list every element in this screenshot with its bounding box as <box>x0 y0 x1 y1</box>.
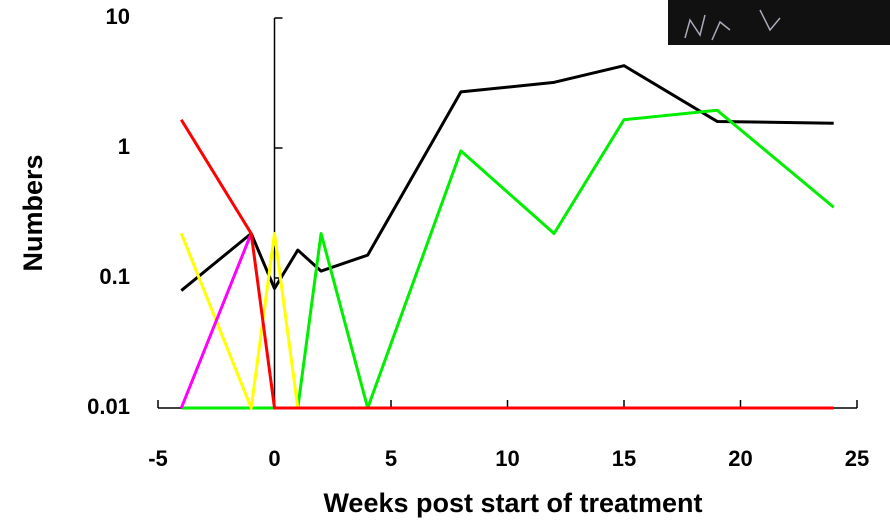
series-line <box>180 64 834 292</box>
x-tick-label: 15 <box>612 446 636 471</box>
x-tick-label: 25 <box>845 446 869 471</box>
x-tick-label: -5 <box>148 446 168 471</box>
series-line <box>181 108 835 410</box>
x-tick-label: 5 <box>385 446 397 471</box>
series-line <box>180 118 834 410</box>
x-tick-label: 0 <box>268 446 280 471</box>
y-tick-label: 1 <box>118 134 130 159</box>
x-axis-title: Weeks post start of treatment <box>323 488 702 518</box>
y-axis-title: Numbers <box>18 154 48 271</box>
inset-image-detail <box>684 9 781 41</box>
series-line <box>179 232 253 409</box>
inset-image <box>668 0 890 45</box>
y-tick-label: 10 <box>106 4 130 29</box>
y-tick-label: 0.1 <box>99 264 130 289</box>
x-tick-label: 20 <box>728 446 752 471</box>
y-tick-label: 0.01 <box>87 394 130 419</box>
x-tick-label: 10 <box>495 446 519 471</box>
